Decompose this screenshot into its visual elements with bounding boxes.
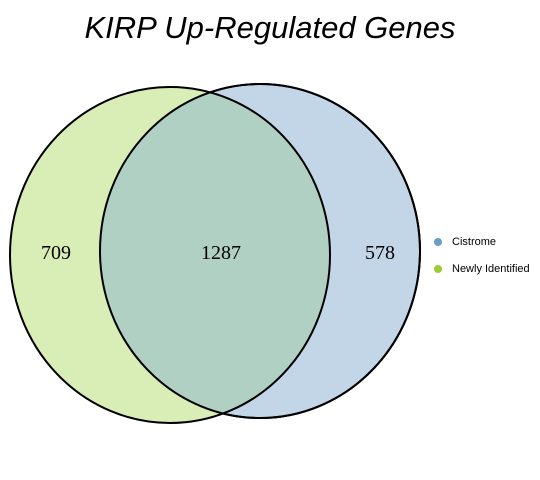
cistrome-only-count: 578 xyxy=(365,242,395,264)
legend-item-cistrome: Cistrome xyxy=(434,235,530,249)
newly-identified-only-count: 709 xyxy=(41,242,71,264)
diagram-title: KIRP Up-Regulated Genes xyxy=(84,10,456,45)
cistrome-set-outline xyxy=(99,83,421,419)
cistrome-legend-dot-icon xyxy=(434,238,442,246)
legend: Cistrome Newly Identified xyxy=(434,235,530,289)
legend-item-newly-identified: Newly Identified xyxy=(434,262,530,276)
newly-identified-set-outline xyxy=(9,86,331,424)
legend-label-cistrome: Cistrome xyxy=(452,236,497,248)
newly-identified-legend-dot-icon xyxy=(434,265,442,273)
legend-label-newly-identified: Newly Identified xyxy=(452,263,530,275)
intersection-count: 1287 xyxy=(201,242,241,264)
intersection-region xyxy=(100,87,330,418)
